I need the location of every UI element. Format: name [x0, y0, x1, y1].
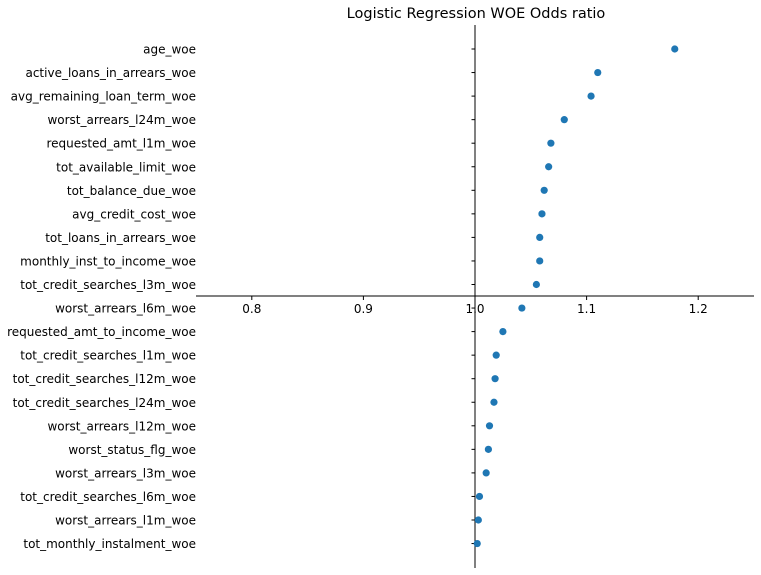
data-point: [491, 375, 499, 383]
data-point: [499, 328, 507, 336]
x-tick-label: 1.0: [465, 302, 484, 316]
data-point: [490, 398, 498, 406]
data-point: [545, 163, 553, 171]
category-label: worst_arrears_l1m_woe: [55, 514, 196, 528]
data-points: [473, 45, 679, 548]
category-label: worst_arrears_l24m_woe: [47, 113, 196, 127]
category-label: requested_amt_l1m_woe: [46, 137, 196, 151]
data-point: [560, 116, 568, 124]
category-label: tot_credit_searches_l12m_woe: [13, 372, 196, 386]
data-point: [475, 492, 484, 501]
chart-title: Logistic Regression WOE Odds ratio: [347, 6, 606, 22]
data-point: [474, 516, 482, 524]
category-label: worst_status_flg_woe: [68, 443, 196, 457]
data-point: [594, 68, 602, 77]
category-label: tot_credit_searches_l24m_woe: [13, 396, 196, 410]
data-point: [518, 304, 526, 312]
category-label: tot_credit_searches_l6m_woe: [20, 490, 196, 504]
data-point: [538, 210, 546, 218]
x-tick-label: 0.9: [354, 302, 373, 316]
data-point: [532, 280, 540, 289]
category-label: age_woe: [143, 43, 196, 57]
data-point: [485, 422, 494, 430]
data-point: [484, 445, 492, 453]
data-point: [587, 92, 595, 100]
category-labels: age_woe active_loans_in_arrears_woe avg_re…: [7, 43, 196, 552]
category-label: tot_credit_searches_l3m_woe: [20, 278, 196, 292]
category-label: monthly_inst_to_income_woe: [20, 254, 196, 268]
category-label: avg_credit_cost_woe: [72, 207, 196, 221]
category-label: tot_balance_due_woe: [67, 184, 196, 198]
data-point: [536, 257, 544, 265]
category-label: avg_remaining_loan_term_woe: [11, 90, 196, 104]
category-label: tot_available_limit_woe: [56, 160, 196, 174]
data-point: [482, 469, 490, 477]
x-tick-label: 1.2: [689, 302, 708, 316]
data-point: [540, 186, 548, 194]
category-label: worst_arrears_l12m_woe: [47, 419, 196, 433]
data-point: [547, 139, 555, 147]
x-tick-label: 0.8: [242, 302, 261, 316]
category-label: worst_arrears_l6m_woe: [55, 302, 196, 316]
data-point: [671, 45, 679, 53]
x-tick-label: 1.1: [577, 302, 596, 316]
category-label: requested_amt_to_income_woe: [7, 325, 196, 339]
category-label: worst_arrears_l3m_woe: [55, 466, 196, 480]
category-label: tot_credit_searches_l1m_woe: [20, 349, 196, 363]
category-label: tot_monthly_instalment_woe: [23, 537, 196, 551]
category-label: tot_loans_in_arrears_woe: [45, 231, 196, 245]
category-label: active_loans_in_arrears_woe: [25, 66, 196, 80]
data-point: [492, 351, 500, 359]
data-point: [536, 233, 544, 241]
axes: 0.8 0.9 1.0 1.1 1.2: [196, 25, 754, 568]
data-point: [473, 539, 481, 548]
